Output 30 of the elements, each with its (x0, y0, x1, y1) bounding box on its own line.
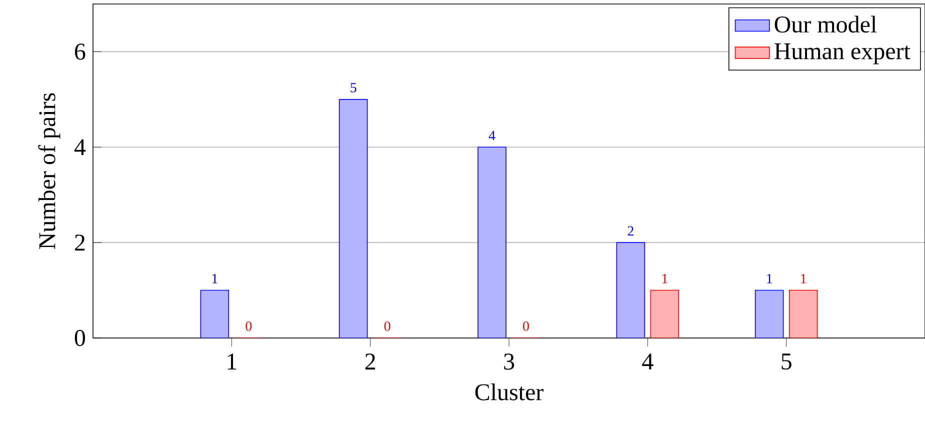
y-axis-title: Number of pairs (38, 93, 60, 249)
data-label: 1 (801, 274, 806, 284)
legend-label: Our model (774, 16, 877, 33)
data-label: 0 (246, 321, 252, 331)
bar (754, 290, 784, 338)
data-label: 0 (523, 321, 529, 331)
data-label: 0 (384, 321, 390, 331)
bar (616, 242, 646, 338)
data-label: 1 (212, 274, 218, 284)
x-tick-label: 4 (642, 354, 654, 370)
data-label: 4 (488, 130, 496, 140)
data-label: 2 (628, 226, 634, 236)
bar (788, 290, 818, 338)
data-label: 5 (350, 83, 356, 92)
x-tick-label: 5 (782, 354, 792, 370)
bar (650, 290, 680, 338)
x-tick-label: 1 (228, 354, 236, 370)
y-tick-label: 4 (74, 139, 86, 156)
x-axis-title: Cluster (475, 383, 544, 400)
legend-label: Human expert (774, 43, 910, 64)
data-label: 1 (767, 274, 772, 284)
y-tick-label: 2 (75, 234, 85, 251)
x-tick-label: 2 (365, 354, 376, 370)
x-tick-label: 3 (504, 354, 514, 370)
data-label: 1 (662, 274, 668, 284)
y-tick-label: 6 (74, 44, 86, 60)
bar (338, 99, 368, 338)
y-tick-label: 0 (74, 330, 86, 346)
bar (200, 290, 230, 338)
bar (478, 146, 506, 338)
